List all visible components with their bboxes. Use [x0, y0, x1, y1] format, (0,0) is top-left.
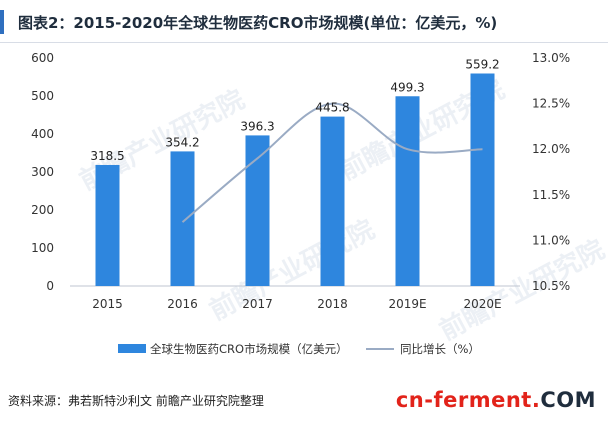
y-left-tick-label: 200: [31, 203, 54, 217]
y-left-tick-label: 0: [46, 279, 54, 293]
y-right-tick-label: 12.0%: [532, 142, 570, 156]
bar-value-label: 396.3: [240, 119, 274, 133]
y-left-tick-label: 400: [31, 127, 54, 141]
title-accent: [0, 10, 4, 34]
y-left-tick-label: 500: [31, 89, 54, 103]
growth-line: [181, 102, 483, 223]
bar-value-label: 354.2: [165, 135, 199, 149]
brand-ferment: ferment: [433, 388, 532, 412]
legend-swatch-bar: [118, 344, 146, 353]
title-divider: [0, 42, 608, 43]
brand-logo: cn-ferment.COM: [396, 386, 596, 414]
bar: [245, 135, 270, 286]
x-tick-label: 2016: [167, 297, 198, 311]
bar: [320, 116, 345, 286]
y-left-tick-label: 600: [31, 51, 54, 65]
y-right-tick-label: 12.5%: [532, 97, 570, 111]
y-left-tick-label: 300: [31, 165, 54, 179]
title-bar: 图表2：2015-2020年全球生物医药CRO市场规模(单位：亿美元，%): [0, 0, 608, 44]
bar: [395, 96, 420, 287]
y-right-tick-label: 13.0%: [532, 51, 570, 65]
y-right-tick-label: 11.0%: [532, 233, 570, 247]
x-tick-label: 2019E: [388, 297, 426, 311]
y-left-tick-label: 100: [31, 241, 54, 255]
bar-value-label: 318.5: [90, 149, 124, 163]
y-right-tick-label: 11.5%: [532, 188, 570, 202]
x-tick-label: 2020E: [463, 297, 501, 311]
bar-value-label: 499.3: [390, 80, 424, 94]
bar: [170, 151, 195, 286]
bar: [95, 164, 120, 286]
y-right-tick-label: 10.5%: [532, 279, 570, 293]
brand-wordmark: cn-ferment.COM: [396, 388, 596, 412]
chart-svg: 0 100 200 300 400 500 600 10.5% 11.0% 11.5% 12.0% 1…: [31, 51, 570, 356]
brand-com: COM: [540, 388, 596, 412]
x-tick-label: 2015: [92, 297, 123, 311]
chart-title: 图表2：2015-2020年全球生物医药CRO市场规模(单位：亿美元，%): [18, 14, 498, 32]
brand-cn: cn: [395, 388, 425, 412]
x-tick-label: 2017: [242, 297, 273, 311]
bar-value-label: 559.2: [465, 58, 499, 72]
legend-label-line: 同比增长（%）: [400, 342, 480, 356]
bar: [470, 73, 495, 286]
bar-value-label: 445.8: [315, 101, 349, 115]
source-note: 资料来源：弗若斯特沙利文 前瞻产业研究院整理: [8, 394, 264, 408]
x-tick-label: 2018: [317, 297, 348, 311]
legend-label-bar: 全球生物医药CRO市场规模（亿美元）: [150, 342, 348, 356]
brand-dash: -: [424, 388, 434, 412]
brand-dot: .: [531, 388, 541, 412]
